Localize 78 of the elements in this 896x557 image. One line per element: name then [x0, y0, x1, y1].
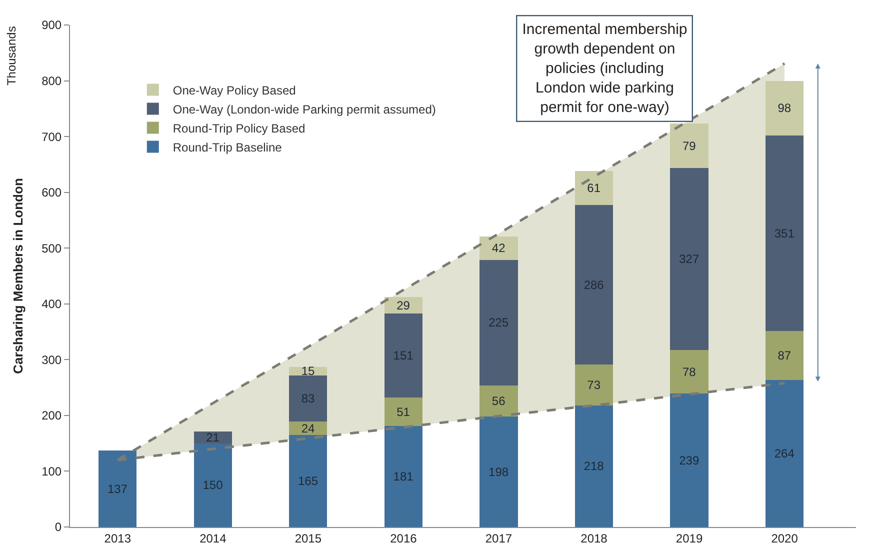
- data-label: 151: [393, 348, 414, 362]
- bar: [194, 432, 232, 444]
- bar: [765, 380, 804, 527]
- data-label: 150: [202, 478, 224, 492]
- y-tick-label: 600: [42, 186, 62, 200]
- y-tick-label: 400: [42, 297, 62, 312]
- data-label: 83: [301, 391, 316, 406]
- x-tick-label: 2020: [771, 531, 798, 546]
- x-tick-label: 2014: [200, 531, 227, 546]
- bar: [765, 135, 804, 332]
- bar: [670, 168, 708, 350]
- y-tick-label: 700: [42, 130, 62, 144]
- bar: [384, 426, 423, 527]
- bar: [574, 405, 614, 527]
- x-tick-label: 2018: [580, 531, 608, 546]
- data-label: 181: [393, 470, 414, 484]
- data-label: 351: [774, 226, 795, 240]
- data-label: 51: [396, 404, 410, 419]
- bar: [574, 205, 614, 365]
- bar: [194, 443, 232, 527]
- bar: [765, 331, 804, 380]
- x-tick-label: 2019: [676, 531, 703, 546]
- y-tick-label: 100: [42, 464, 62, 478]
- y-axis-title: Carsharing Members in London: [10, 178, 26, 374]
- y-tick-label: 300: [42, 352, 62, 367]
- bar: [670, 350, 708, 394]
- bar: [480, 236, 518, 260]
- data-label: 218: [584, 459, 604, 474]
- data-label: 327: [679, 252, 700, 266]
- bar: [480, 385, 518, 417]
- data-label: 61: [587, 181, 601, 196]
- data-label: 225: [488, 316, 509, 330]
- x-tick-label: 2017: [485, 531, 512, 546]
- y-tick-label: 800: [42, 74, 62, 88]
- y-tick-label: 200: [42, 408, 62, 423]
- data-label: 42: [492, 241, 506, 256]
- y-tick-label: 500: [42, 241, 62, 256]
- legend-label: Round-Trip Policy Based: [172, 121, 306, 136]
- bar: [384, 313, 423, 398]
- bar: [574, 364, 614, 406]
- bar: [289, 434, 328, 527]
- bar: [289, 422, 328, 435]
- data-label: 98: [778, 101, 792, 116]
- data-label: 24: [301, 421, 316, 436]
- legend-label: One-Way (London-wide Parking permit assumed): [172, 102, 436, 116]
- x-tick-label: 2015: [294, 531, 322, 546]
- bar: [480, 416, 518, 527]
- bar: [480, 260, 518, 386]
- bar: [670, 124, 708, 168]
- data-label: 137: [107, 482, 128, 496]
- bar: [384, 297, 423, 314]
- data-label: 79: [682, 138, 696, 153]
- data-label: 87: [778, 348, 792, 362]
- y-tick-label: 900: [42, 18, 62, 32]
- data-label: 78: [682, 364, 696, 379]
- legend-label: Round-Trip Baseline: [172, 140, 282, 154]
- data-label: 165: [298, 474, 318, 488]
- data-label: 21: [206, 430, 220, 444]
- data-label: 73: [587, 378, 601, 392]
- data-label: 286: [584, 278, 604, 292]
- bar: [670, 394, 708, 527]
- bar: [765, 80, 804, 136]
- data-label: 56: [492, 394, 506, 408]
- x-tick-label: 2016: [390, 531, 418, 546]
- bar: [574, 171, 614, 206]
- data-label: 198: [488, 464, 509, 479]
- text: Thousands: [4, 26, 19, 86]
- y-tick-label: 0: [54, 520, 62, 534]
- data-label: 29: [396, 298, 410, 312]
- bar: [289, 375, 328, 422]
- bar: [384, 398, 423, 426]
- data-label: 15: [301, 364, 316, 378]
- legend-label: One-Way Policy Based: [172, 83, 296, 98]
- annotation: Incremental membership growth dependent on policies (including London wide parking permit for one-way): [522, 21, 688, 116]
- data-label: 239: [679, 453, 700, 468]
- data-label: 264: [774, 446, 795, 460]
- x-tick-label: 2013: [104, 531, 132, 546]
- bar: [98, 450, 137, 527]
